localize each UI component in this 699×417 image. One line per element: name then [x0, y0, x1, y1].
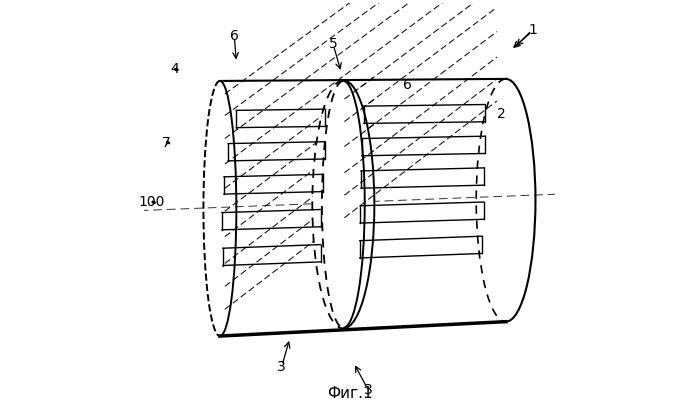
- Text: 5: 5: [329, 37, 338, 51]
- Text: Фиг.1: Фиг.1: [326, 386, 373, 401]
- Text: 2: 2: [498, 107, 506, 121]
- Ellipse shape: [313, 81, 373, 328]
- Polygon shape: [220, 79, 535, 336]
- Text: 3: 3: [363, 382, 373, 397]
- Text: 4: 4: [171, 62, 179, 75]
- Text: 6: 6: [230, 29, 239, 43]
- Text: 3: 3: [278, 360, 286, 374]
- Text: 1: 1: [528, 23, 537, 37]
- Text: 7: 7: [162, 136, 171, 150]
- Text: 6: 6: [403, 78, 412, 92]
- Text: 100: 100: [139, 195, 165, 209]
